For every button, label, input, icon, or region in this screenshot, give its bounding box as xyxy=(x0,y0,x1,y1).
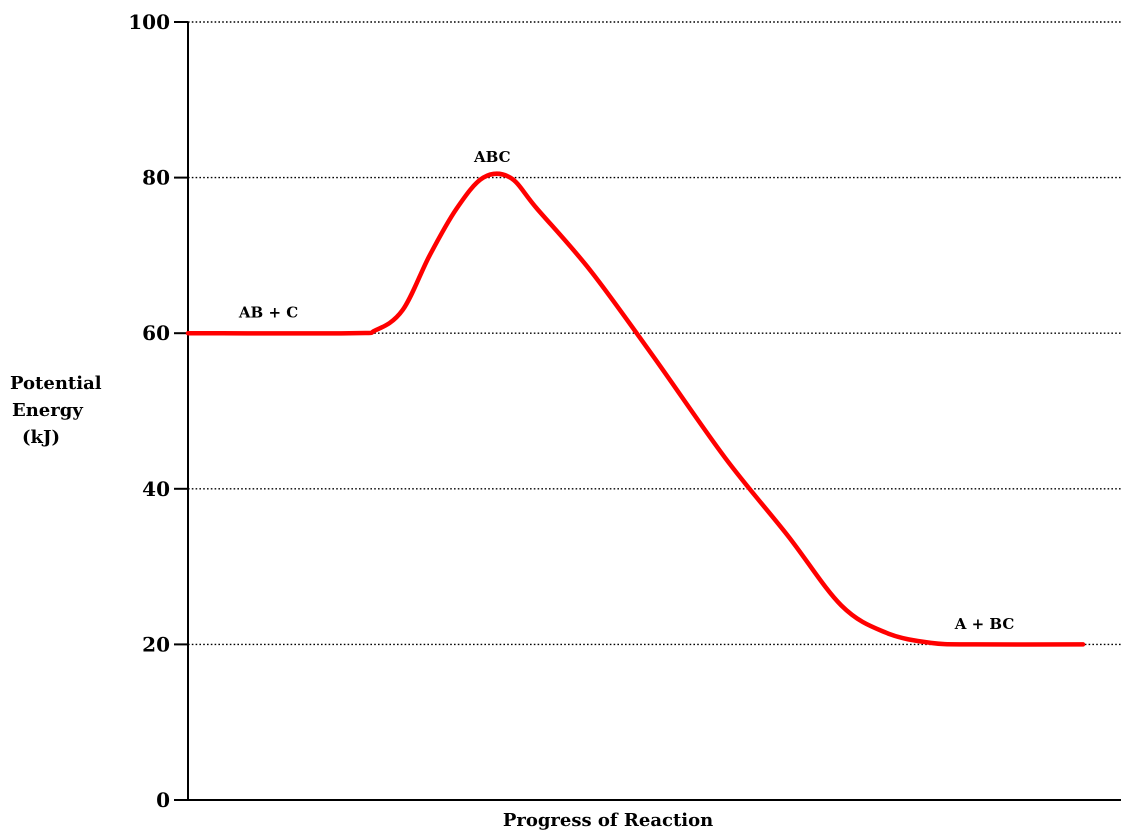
y-tick-label: 20 xyxy=(142,632,170,656)
y-tick-labels: 0 20 40 60 80 100 xyxy=(128,10,170,812)
y-tick-label: 60 xyxy=(142,321,170,345)
y-tick-label: 40 xyxy=(142,477,170,501)
axes xyxy=(174,21,1121,801)
y-axis-label-line: (kJ) xyxy=(22,427,60,448)
y-axis-label: Potential Energy (kJ) xyxy=(10,373,102,448)
curve-annotation: AB + C xyxy=(238,304,298,322)
annotations: AB + C ABC A + BC xyxy=(238,148,1014,633)
curve-annotation: A + BC xyxy=(954,615,1015,633)
y-tick-label: 100 xyxy=(128,10,170,34)
y-tick-label: 0 xyxy=(156,788,170,812)
y-axis-label-line: Potential xyxy=(10,373,102,394)
y-tick-label: 80 xyxy=(142,166,170,190)
y-axis-label-line: Energy xyxy=(12,400,83,421)
series-layer xyxy=(185,171,1086,647)
energy-curve-line xyxy=(185,171,1086,647)
curve-annotation: ABC xyxy=(473,148,511,166)
x-axis-label: Progress of Reaction xyxy=(503,810,713,831)
